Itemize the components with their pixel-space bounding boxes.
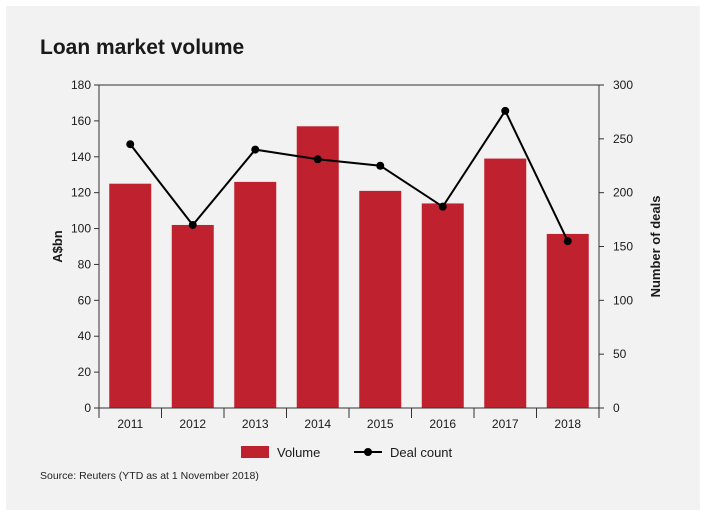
deal-count-point <box>501 106 510 115</box>
source-note: Source: Reuters (YTD as at 1 November 20… <box>40 470 259 482</box>
deal-count-line <box>129 108 569 242</box>
y2-tick-label: 50 <box>613 347 627 361</box>
x-tick-label: 2011 <box>117 417 143 431</box>
y2-tick-label: 200 <box>613 186 633 200</box>
y-tick-label: 160 <box>71 114 91 128</box>
x-tick-label: 2016 <box>429 417 456 431</box>
y-tick-label: 40 <box>78 329 92 343</box>
y-tick-label: 0 <box>84 401 91 415</box>
volume-bar <box>359 190 402 408</box>
y-tick-label: 80 <box>78 257 92 271</box>
x-tick-label: 2015 <box>367 417 394 431</box>
deal-count-point <box>251 145 260 154</box>
y2-axis-label: Number of deals <box>648 196 663 298</box>
deal-count-point <box>188 220 197 229</box>
chart-title: Loan market volume <box>40 36 245 59</box>
deal-count-point <box>563 237 572 246</box>
y2-tick-label: 150 <box>613 240 633 254</box>
y-tick-label: 140 <box>71 150 91 164</box>
volume-bar <box>109 183 152 408</box>
x-tick-label: 2013 <box>242 417 269 431</box>
x-tick-label: 2012 <box>179 417 206 431</box>
x-tick-label: 2017 <box>492 417 519 431</box>
volume-bar <box>296 126 339 409</box>
deal-count-point <box>313 155 322 164</box>
y-tick-label: 120 <box>71 186 91 200</box>
volume-bar <box>546 233 589 408</box>
volume-bar <box>484 158 527 408</box>
legend-deal-count-label: Deal count <box>390 445 453 460</box>
y2-tick-label: 100 <box>613 293 633 307</box>
deal-count-point <box>438 202 447 211</box>
volume-bar <box>171 224 214 408</box>
y2-tick-label: 250 <box>613 132 633 146</box>
legend-deal-count-marker <box>364 448 372 456</box>
y-tick-label: 100 <box>71 222 91 236</box>
x-tick-label: 2018 <box>554 417 581 431</box>
y-axis-label: A$bn <box>50 230 65 263</box>
volume-bar <box>421 203 464 408</box>
legend-volume-label: Volume <box>277 445 320 460</box>
x-tick-label: 2014 <box>304 417 331 431</box>
y-tick-label: 60 <box>78 293 92 307</box>
deal-count-point <box>126 140 135 149</box>
legend-volume-swatch <box>241 446 269 458</box>
y2-tick-label: 300 <box>613 78 633 92</box>
volume-bar <box>234 181 277 408</box>
y2-tick-label: 0 <box>613 401 620 415</box>
y-tick-label: 180 <box>71 78 91 92</box>
y-tick-label: 20 <box>78 365 92 379</box>
deal-count-point <box>376 161 385 170</box>
